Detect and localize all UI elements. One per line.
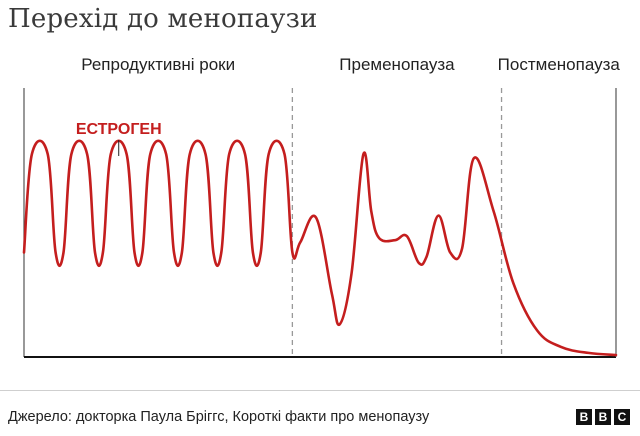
chart-title: Перехід до менопаузи [8, 4, 318, 34]
bbc-logo: B B C [576, 409, 630, 425]
bbc-logo-letter-b1: B [576, 409, 592, 425]
estrogen-annotation: ЕСТРОГЕН [76, 121, 162, 138]
footer-divider [0, 390, 640, 391]
bbc-logo-letter-b2: B [595, 409, 611, 425]
source-note: Джерело: докторка Паула Бріггс, Короткі … [8, 409, 430, 425]
estrogen-chart: Репродуктивні роки Пременопауза Постменопа… [22, 55, 620, 358]
bbc-logo-letter-c: C [614, 409, 630, 425]
phase-labels: Репродуктивні роки Пременопауза Постменопа… [81, 55, 620, 74]
phase-label-3: Постменопауза [498, 55, 621, 74]
estrogen-line [22, 139, 618, 357]
phase-dividers [291, 88, 503, 357]
phase-label-2: Пременопауза [339, 55, 455, 74]
phase-label-1: Репродуктивні роки [81, 55, 235, 74]
